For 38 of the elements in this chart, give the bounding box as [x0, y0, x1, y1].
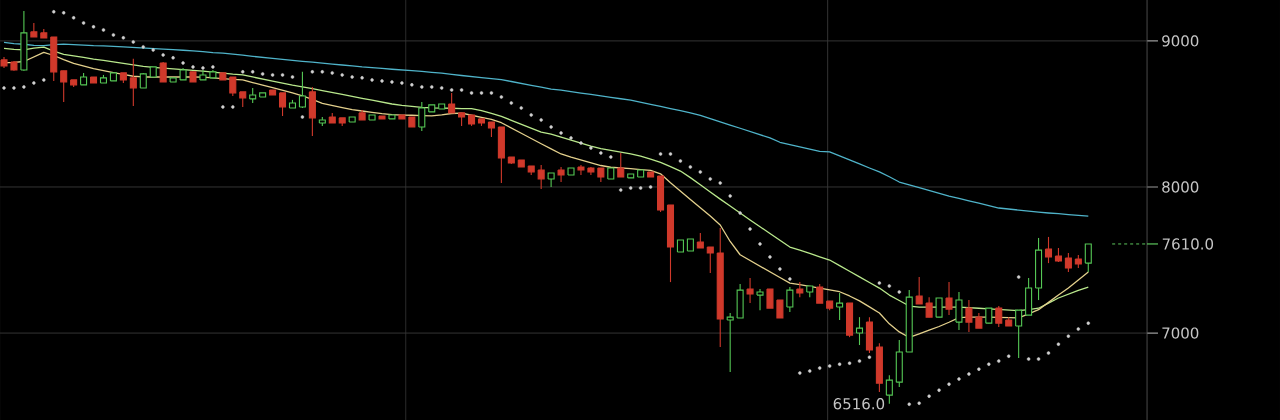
y-tick-label: 9000 [1162, 35, 1199, 47]
candlestick [836, 292, 844, 321]
candlestick [1044, 236, 1053, 264]
candlestick [617, 152, 625, 178]
candlestick [935, 297, 943, 318]
candlestick [925, 296, 933, 318]
candlestick [448, 92, 456, 114]
y-tick-label: 8000 [1162, 181, 1199, 193]
candlestick [915, 276, 923, 305]
candlestick [547, 172, 555, 188]
candlestick [279, 92, 287, 117]
candlestick [786, 286, 794, 313]
candlestick [1064, 252, 1072, 273]
candlestick [965, 299, 973, 333]
candlestick [726, 312, 734, 373]
candlestick [816, 283, 824, 304]
candlestick [746, 277, 754, 304]
candlestick [577, 164, 585, 176]
candlestick [298, 71, 306, 109]
annotation: 6516.0 [833, 398, 885, 410]
candlestick [418, 101, 426, 132]
candlestick [855, 316, 864, 346]
candlestick [955, 291, 963, 331]
candlestick [1015, 309, 1023, 359]
candlestick [706, 246, 714, 274]
candlestick [995, 305, 1003, 328]
candlestick [557, 166, 565, 183]
candlestick [1084, 243, 1092, 273]
candlestick [885, 374, 893, 405]
candlestick [756, 288, 764, 311]
candlestick [60, 70, 68, 103]
candlestick [537, 164, 545, 190]
ref-line-label: 7610.0 [1162, 238, 1214, 250]
candlestick [129, 58, 137, 107]
candlestick [945, 281, 953, 316]
candlestick [766, 288, 774, 309]
y-tick-label: 7000 [1162, 327, 1199, 339]
candlestick [229, 76, 237, 97]
